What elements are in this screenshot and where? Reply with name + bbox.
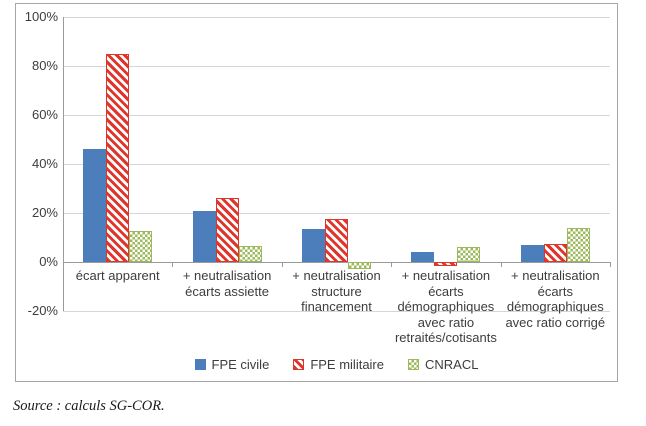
bar-fpe-militaire: [325, 219, 348, 262]
gridline: [63, 66, 610, 67]
y-axis-label: 20%: [31, 205, 58, 220]
category-label-line: écart apparent: [75, 268, 160, 283]
category-tick: [391, 262, 393, 267]
bar-fpe-militaire: [543, 243, 567, 262]
bar-fpe-civile: [411, 252, 435, 262]
y-axis-label: 0%: [39, 254, 58, 269]
bar-fpe-civile: [520, 244, 544, 262]
y-axis-label: 40%: [31, 156, 58, 171]
category-label-line: écarts assiette: [185, 283, 269, 299]
y-axis-label: 60%: [31, 107, 58, 122]
category-label-line: avec ratio: [417, 314, 475, 330]
category-label-line: démographiques: [397, 299, 495, 314]
category-label-line: écarts: [537, 283, 573, 299]
bar-fpe-civile: [302, 228, 325, 262]
y-axis-label: 80%: [31, 58, 58, 73]
legend-item-fpe-civile: FPE civile: [194, 356, 270, 372]
bar-cnracl: [129, 231, 153, 262]
bar-cnracl: [238, 246, 262, 262]
gridline: [63, 311, 610, 312]
bar-cnracl: [566, 227, 590, 262]
category-label: + neutralisation écarts démographiques avec…: [371, 268, 521, 346]
legend: FPE civile FPE militaire CNRACL: [63, 355, 610, 373]
category-label: + neutralisation structure financement: [262, 268, 412, 315]
bar-cnracl: [348, 262, 371, 270]
gridline: [63, 17, 610, 18]
category-label-line: écarts: [428, 283, 464, 299]
y-axis-label: -20%: [27, 303, 58, 318]
category-label-line: financement: [301, 299, 372, 314]
gridline: [63, 213, 610, 214]
category-tick: [610, 262, 611, 267]
fpe-militaire-swatch-icon: [293, 358, 305, 370]
category-tick: [500, 262, 502, 267]
category-label: + neutralisation écarts assiette: [152, 268, 302, 299]
y-axis-line: [63, 17, 64, 311]
legend-item-cnracl: CNRACL: [408, 357, 478, 372]
category-label: écart apparent: [43, 268, 193, 284]
legend-label: FPE civile: [211, 356, 270, 372]
fpe-civile-swatch-icon: [194, 358, 206, 370]
bar-fpe-militaire: [215, 198, 239, 262]
category-label-line: + neutralisation: [292, 268, 381, 283]
category-tick: [63, 262, 64, 267]
gridline: [63, 115, 610, 116]
legend-label: CNRACL: [425, 356, 479, 372]
legend-label: FPE militaire: [310, 356, 384, 372]
y-axis-label: 100%: [24, 9, 58, 24]
category-tick: [172, 262, 174, 267]
category-label-line: + neutralisation: [511, 268, 600, 283]
bar-cnracl: [457, 247, 481, 262]
category-label-line: avec ratio corrigé: [505, 314, 606, 330]
source-note: Source : calculs SG-COR.: [13, 398, 165, 414]
bar-fpe-militaire: [434, 262, 458, 266]
bar-fpe-civile: [192, 210, 216, 262]
bar-fpe-civile: [83, 149, 107, 262]
cnracl-swatch-icon: [408, 358, 419, 370]
category-label: + neutralisation écarts démographiques avec…: [480, 268, 630, 330]
category-label-line: + neutralisation: [401, 268, 491, 283]
category-label-line: + neutralisation: [182, 268, 272, 283]
bar-fpe-militaire: [106, 53, 130, 262]
x-axis-line: [63, 262, 610, 263]
category-tick: [281, 262, 283, 267]
legend-item-fpe-militaire: FPE militaire: [293, 357, 384, 372]
category-label-line: structure: [311, 283, 362, 299]
category-label-line: démographiques: [506, 299, 604, 314]
category-label-line: retraités/cotisants: [394, 330, 497, 345]
gridline: [63, 164, 610, 165]
